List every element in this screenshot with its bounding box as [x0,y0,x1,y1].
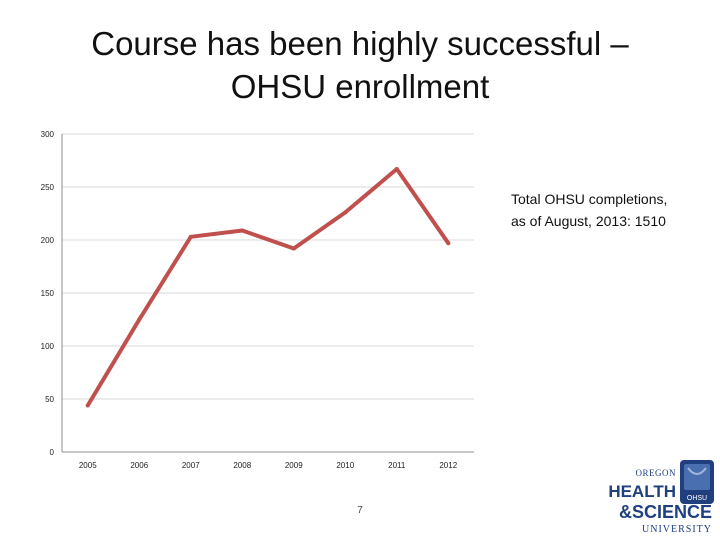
x-tick-label: 2011 [388,461,406,470]
ohsu-shield-icon: OHSU [680,460,714,504]
data-point [446,241,451,246]
data-point [291,246,296,251]
y-tick-label: 200 [41,236,55,245]
logo-word-university: UNIVERSITY [642,524,712,535]
note-line-2: as of August, 2013: 1510 [511,213,666,229]
ohsu-logo: OHSU OREGON HEALTH &SCIENCE UNIVERSITY [598,458,718,538]
x-axis-tick-labels: 2005 2006 2007 2008 2009 2010 2011 2012 [79,461,458,470]
data-point [343,210,348,215]
title-line-1: Course has been highly successful – [91,25,629,62]
y-tick-label: 100 [41,342,55,351]
x-tick-label: 2007 [182,461,200,470]
y-tick-label: 50 [45,395,54,404]
x-tick-label: 2009 [285,461,303,470]
logo-word-health: HEALTH [608,482,676,501]
y-tick-label: 0 [50,448,55,457]
logo-word-science: &SCIENCE [618,502,712,522]
x-tick-label: 2005 [79,461,97,470]
y-tick-label: 250 [41,183,55,192]
x-tick-label: 2008 [233,461,251,470]
data-point [188,234,193,239]
chart-series [85,166,451,408]
chart-gridlines [62,133,474,400]
logo-word-oregon: OREGON [635,468,676,478]
series-line [85,167,451,408]
data-point [137,317,142,322]
y-axis-tick-labels: 0 50 100 150 200 250 300 [41,130,55,457]
x-tick-label: 2010 [336,461,354,470]
data-point [394,166,399,171]
ohsu-badge-text: OHSU [687,495,707,502]
slide-title: Course has been highly successful – OHSU… [20,22,700,108]
note-line-1: Total OHSU completions, [511,191,668,207]
page-number: 7 [357,505,363,516]
x-tick-label: 2006 [130,461,148,470]
data-point [85,403,90,408]
total-completions-note: Total OHSU completions, as of August, 20… [511,188,711,232]
chart-axes [61,134,474,453]
y-tick-label: 300 [41,130,55,139]
title-line-2: OHSU enrollment [230,68,490,105]
x-tick-label: 2012 [439,461,457,470]
y-tick-label: 150 [41,289,55,298]
data-point [240,228,245,233]
